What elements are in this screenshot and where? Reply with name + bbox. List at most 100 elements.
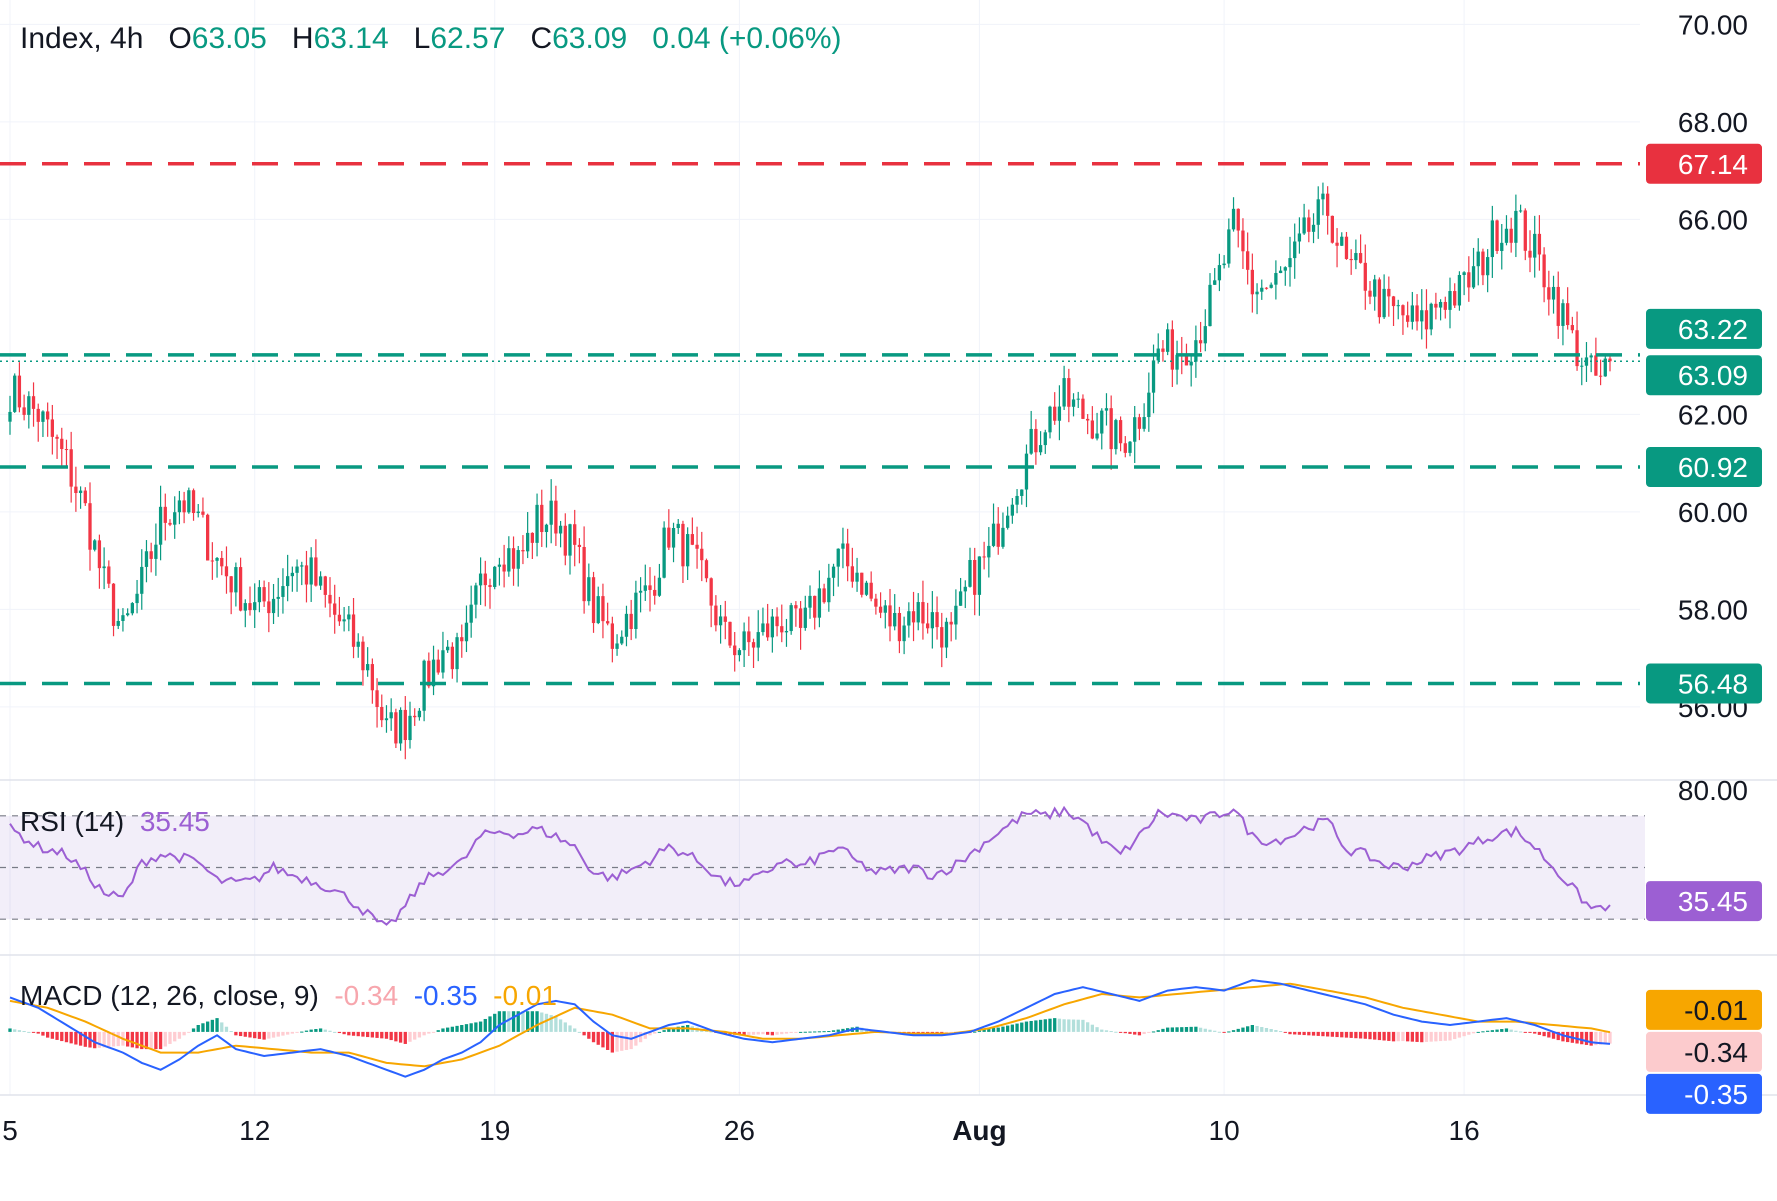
candle-body — [1589, 355, 1593, 358]
macd-histogram-bar — [516, 1011, 520, 1032]
candle-body — [1241, 230, 1245, 252]
candle-body — [996, 523, 1000, 547]
macd-label: MACD (12, 26, close, 9) — [20, 980, 319, 1011]
candle-body — [1391, 296, 1396, 307]
candle-body — [1424, 310, 1429, 330]
macd-histogram-bar — [1533, 1031, 1537, 1034]
macd-histogram-bar — [464, 1024, 469, 1032]
macd-histogram-bar — [1151, 1031, 1156, 1033]
candle-body — [262, 587, 266, 602]
macd-histogram-bar — [1222, 1031, 1226, 1033]
candle-body — [1222, 263, 1226, 266]
macd-histogram-bar — [1584, 1031, 1589, 1045]
last-price-badge-bg — [1646, 355, 1762, 396]
candle-body — [1038, 445, 1043, 453]
macd-histogram-bar — [149, 1031, 153, 1050]
macd-histogram-bar — [333, 1031, 337, 1033]
candle-body — [1137, 417, 1142, 429]
candle-body — [328, 594, 332, 604]
candle-body — [248, 603, 252, 611]
candle-body — [1217, 265, 1222, 281]
candle-body — [982, 556, 986, 558]
candle-body — [1043, 432, 1047, 446]
macd-histogram-bar — [1043, 1019, 1047, 1032]
candle-body — [1481, 251, 1485, 276]
candle-body — [836, 548, 840, 567]
time-tick-label: 12 — [239, 1115, 270, 1146]
macd-histogram-bar — [455, 1025, 459, 1032]
candle-body — [718, 616, 723, 626]
candle-body — [728, 621, 732, 646]
macd-histogram-bar — [107, 1031, 111, 1047]
macd-histogram-bar — [1307, 1031, 1311, 1036]
macd-histogram-bar — [991, 1028, 996, 1032]
macd-histogram-bar — [1396, 1031, 1400, 1042]
candle-body — [1236, 208, 1240, 231]
macd-histogram-bar — [220, 1022, 224, 1032]
macd-histogram-bar — [1608, 1031, 1612, 1044]
macd-histogram-bar — [610, 1031, 614, 1053]
rsi-value: 35.45 — [139, 806, 210, 837]
macd-histogram-bar — [554, 1016, 558, 1032]
candle-body — [83, 490, 87, 504]
candle-body — [1471, 266, 1476, 288]
time-tick-label: Aug — [952, 1115, 1006, 1146]
candle-body — [634, 592, 638, 630]
macd-histogram-bar — [422, 1031, 426, 1036]
candle-body — [135, 593, 139, 604]
candle-body — [813, 595, 817, 618]
macd-histogram-bar — [662, 1030, 666, 1032]
candle-body — [991, 523, 996, 546]
macd-histogram-bar — [191, 1028, 196, 1032]
candle-body — [191, 490, 196, 514]
candle-body — [229, 576, 233, 593]
macd-histogram-bar — [766, 1031, 770, 1035]
candle-body — [827, 577, 831, 603]
candle-body — [676, 523, 680, 529]
support-badge-bg — [1646, 308, 1762, 349]
macd-histogram-bar — [1118, 1031, 1123, 1033]
resistance-badge: 67.14 — [1678, 149, 1748, 180]
candle-body — [1551, 286, 1556, 300]
candle-body — [921, 602, 925, 624]
open-label: O — [168, 22, 192, 55]
candle-body — [540, 504, 544, 533]
candle-body — [554, 500, 558, 534]
candle-body — [704, 560, 709, 579]
macd-histogram-bar — [1561, 1031, 1565, 1042]
candle-body — [450, 646, 454, 670]
candle-body — [427, 660, 431, 687]
candle-body — [1448, 291, 1452, 310]
candle-body — [1514, 210, 1518, 243]
candle-body — [977, 556, 982, 595]
macd-histogram-bar — [606, 1031, 610, 1050]
candle-body — [1542, 254, 1546, 288]
macd-histogram-bar — [286, 1031, 290, 1035]
macd-histogram-bar — [1297, 1031, 1302, 1035]
candle-body — [483, 573, 487, 586]
candle-body — [629, 613, 633, 630]
macd-histogram-bar — [276, 1031, 280, 1037]
macd-histogram-bar — [271, 1031, 276, 1038]
candle-body — [700, 548, 704, 561]
candle-body — [173, 512, 177, 525]
candle-body — [1095, 433, 1099, 439]
macd-histogram-bar — [813, 1031, 817, 1033]
candle-body — [794, 605, 798, 609]
candle-body — [1208, 284, 1212, 327]
candle-body — [8, 411, 12, 422]
candle-body — [403, 709, 407, 741]
price-tick-label: 70.00 — [1678, 9, 1748, 40]
macd-histogram-bar — [1137, 1031, 1142, 1036]
candle-body — [1603, 358, 1607, 377]
candle-body — [271, 598, 276, 614]
candle-body — [469, 604, 473, 623]
macd-histogram-bar — [629, 1031, 633, 1050]
macd-histogram-bar — [1260, 1027, 1264, 1032]
candle-body — [1006, 515, 1010, 528]
macd-histogram-bar — [827, 1031, 831, 1033]
macd-histogram-bar — [370, 1031, 374, 1038]
macd-histogram-bar — [526, 1011, 530, 1032]
candle-body — [662, 527, 666, 578]
candle-body — [422, 660, 426, 711]
